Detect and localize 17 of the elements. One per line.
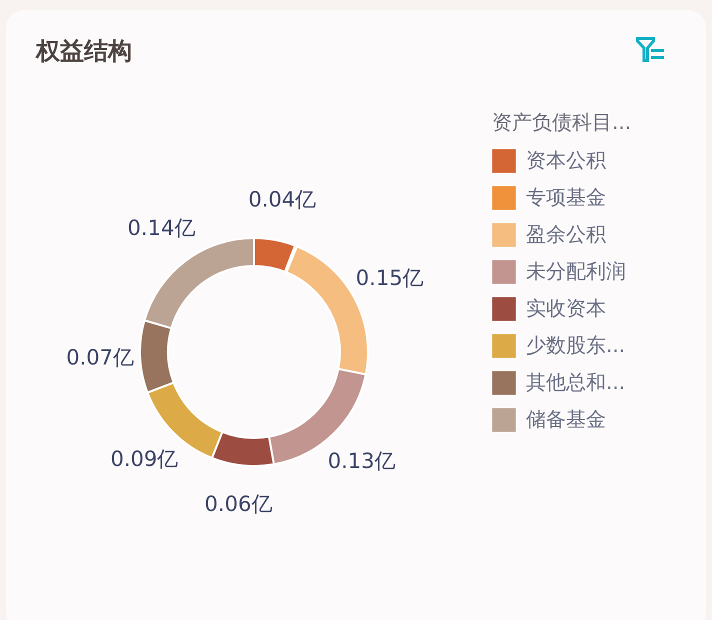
data-label: 0.14亿 [128, 216, 196, 240]
data-label: 0.04亿 [248, 188, 316, 212]
legend-label: 资本公积 [526, 148, 606, 172]
legend-label: 实收资本 [526, 296, 606, 320]
data-label: 0.15亿 [356, 266, 424, 290]
data-label: 0.07亿 [66, 345, 134, 370]
legend-label: 少数股东... [526, 333, 626, 357]
legend-label: 其他总和... [526, 370, 626, 394]
legend-label: 盈余公积 [526, 222, 606, 246]
chart-title: 权益结构 [35, 37, 132, 65]
legend-label: 储备基金 [526, 407, 606, 431]
data-label: 0.06亿 [204, 492, 272, 516]
legend-label: 未分配利润 [526, 259, 626, 283]
data-label: 0.13亿 [328, 449, 396, 474]
data-label: 0.09亿 [110, 447, 178, 472]
legend-label: 专项基金 [526, 185, 606, 209]
legend-title: 资产负债科目... [492, 110, 632, 134]
